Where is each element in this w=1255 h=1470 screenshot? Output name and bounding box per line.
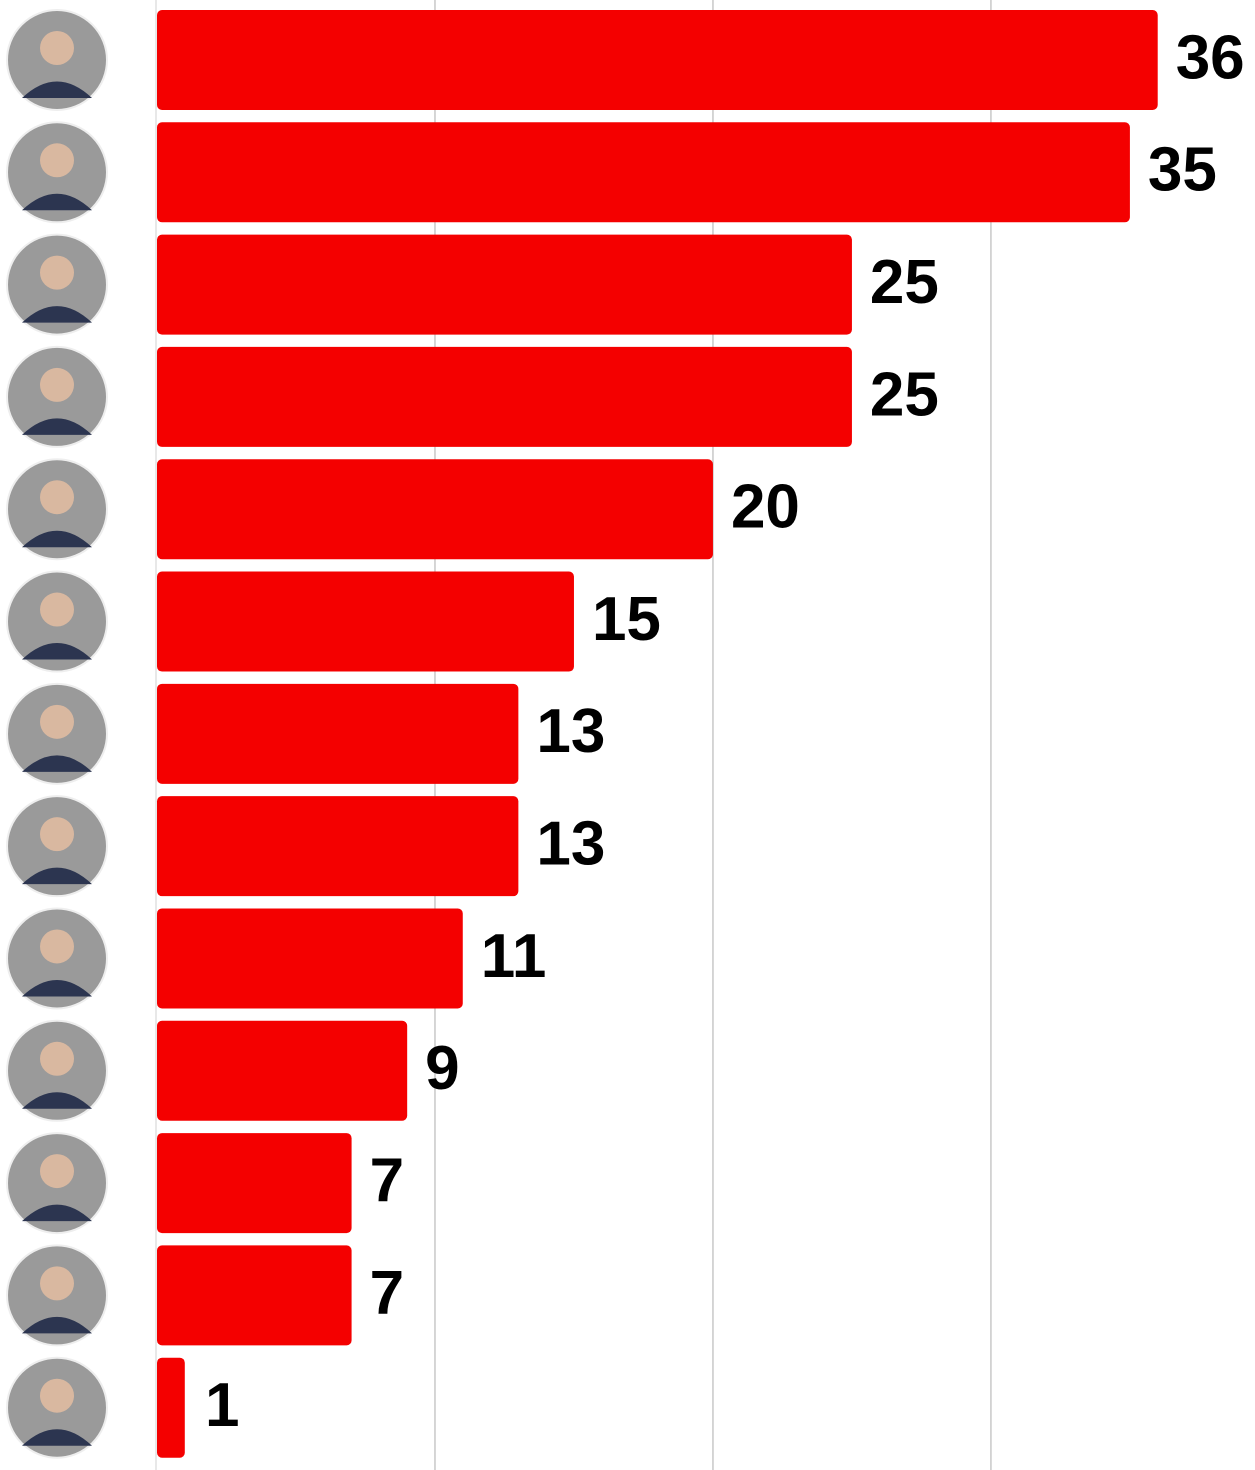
bar — [157, 1245, 352, 1346]
avatar-head — [40, 592, 74, 627]
avatar-head — [40, 1378, 74, 1413]
bar — [157, 459, 713, 560]
value-label: 9 — [425, 1034, 459, 1103]
value-label: 35 — [1148, 136, 1217, 205]
avatar-head — [40, 817, 74, 852]
avatar-body — [22, 755, 92, 772]
bar — [157, 122, 1130, 223]
value-label: 20 — [731, 473, 800, 542]
avatar-body — [22, 1204, 92, 1222]
value-label: 25 — [870, 248, 939, 317]
avatar-head — [40, 1154, 74, 1189]
avatar-head — [40, 31, 74, 65]
avatar-body — [22, 1429, 92, 1446]
avatar-body — [22, 1316, 92, 1334]
value-label: 1 — [205, 1371, 239, 1440]
avatar-body — [22, 979, 92, 997]
bar — [157, 683, 519, 784]
avatar-body — [22, 643, 92, 660]
avatar-body — [22, 193, 92, 211]
bar — [157, 10, 1158, 110]
bar — [157, 234, 852, 335]
value-label: 7 — [370, 1146, 404, 1215]
value-label: 15 — [592, 585, 661, 654]
bar — [157, 796, 519, 897]
value-label: 13 — [536, 810, 605, 879]
value-label: 11 — [481, 922, 547, 991]
bar — [157, 1133, 352, 1234]
avatar-body — [22, 1092, 92, 1109]
avatar-head — [40, 367, 74, 402]
value-label: 36 — [1176, 23, 1245, 92]
avatar-head — [40, 1041, 74, 1076]
bar — [157, 346, 852, 447]
avatar-head — [40, 1266, 74, 1301]
avatar-body — [22, 306, 92, 323]
avatar-body — [22, 867, 92, 885]
value-label: 13 — [536, 697, 605, 766]
avatar-body — [22, 530, 92, 548]
bar — [157, 1357, 185, 1458]
avatar-head — [40, 704, 74, 739]
value-label: 7 — [370, 1259, 404, 1328]
bar — [157, 908, 463, 1009]
avatar-head — [40, 255, 74, 290]
avatar-head — [40, 480, 74, 515]
bar — [157, 1020, 408, 1121]
value-label: 25 — [870, 360, 939, 429]
avatar-body — [22, 418, 92, 435]
avatar-head — [40, 929, 74, 964]
bar — [157, 571, 574, 672]
avatar-body — [22, 81, 92, 98]
avatar-head — [40, 143, 74, 178]
